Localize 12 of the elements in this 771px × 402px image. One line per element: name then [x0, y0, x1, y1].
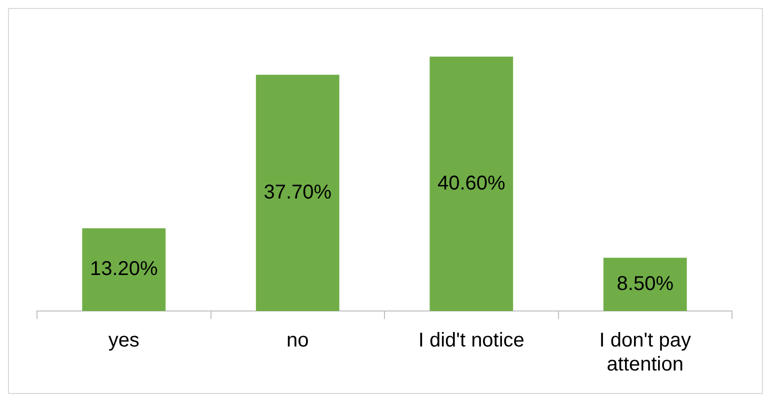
data-label: 37.70% [264, 181, 332, 204]
x-tick-label: no [286, 330, 309, 352]
data-label: 40.60% [437, 172, 506, 194]
x-tick-label: I did't notice [418, 330, 524, 352]
bar [603, 258, 687, 311]
x-tick-label: I don't pay attention [599, 330, 691, 376]
x-tick-label: yes [108, 330, 140, 352]
bar [82, 228, 166, 311]
bar [430, 56, 514, 311]
data-label: 8.50% [616, 272, 674, 295]
data-label: 13.20% [90, 258, 158, 280]
bar [256, 74, 340, 311]
